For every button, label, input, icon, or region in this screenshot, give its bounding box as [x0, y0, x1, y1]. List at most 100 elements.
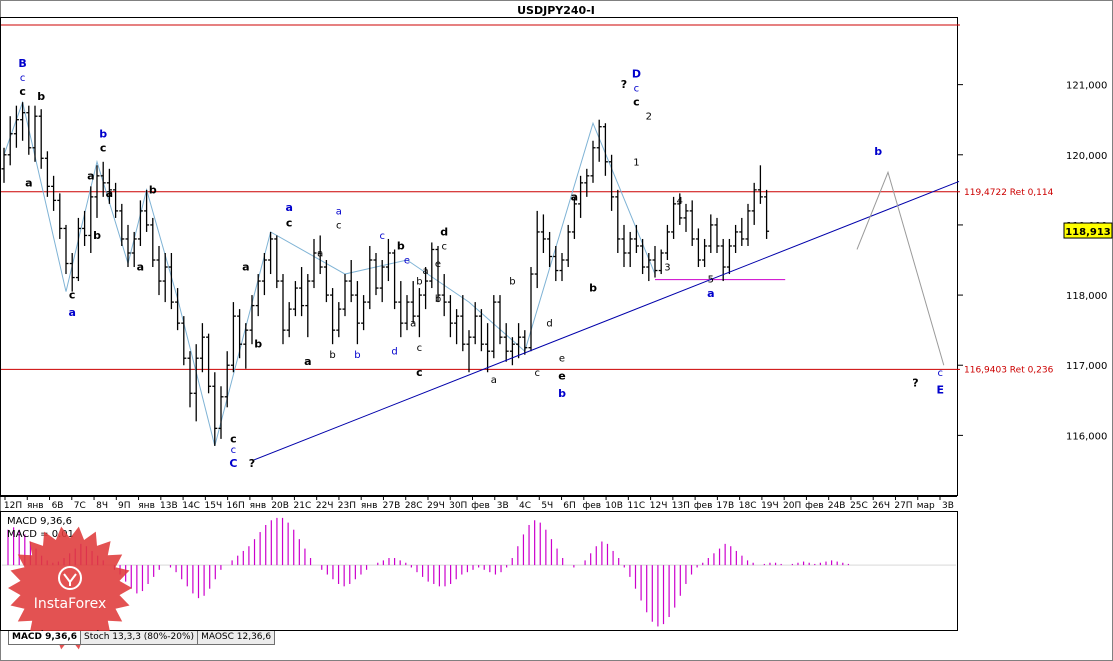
wave-label: a [242, 261, 249, 274]
trend-lines [253, 170, 960, 461]
ohlc-bar [671, 196, 677, 239]
ohlc-bar [199, 323, 205, 373]
wave-label: a [285, 201, 292, 214]
ohlc-bar [156, 245, 162, 296]
wave-label: a [137, 261, 144, 274]
ohlc-bar [571, 196, 577, 239]
x-tick-label: янв [250, 501, 267, 511]
ohlc-bar [299, 267, 305, 317]
wave-label: 3 [664, 263, 670, 274]
wave-label: c [441, 241, 447, 252]
x-tick-label: 10В [605, 501, 623, 511]
ohlc-bar [348, 260, 354, 303]
ohlc-bar [702, 238, 708, 268]
ohlc-bar [379, 260, 385, 303]
ohlc-bar [739, 217, 745, 246]
ohlc-bar [621, 224, 627, 268]
wave-label: a [491, 375, 497, 386]
ohlc-bar [553, 245, 559, 282]
macd-panel[interactable] [0, 511, 958, 631]
ohlc-bar [578, 175, 584, 218]
x-tick-label: 14С [182, 501, 200, 511]
ohlc-bar [193, 344, 199, 422]
ohlc-bar [274, 235, 280, 289]
y-tick-label: 116,000 [1066, 431, 1107, 442]
ohlc-bar [652, 245, 658, 278]
indicator-tab[interactable]: MACD 9,36,6 [8, 631, 82, 645]
ohlc-bar [615, 189, 621, 253]
x-tick-label: фев [694, 501, 713, 511]
ohlc-bar [292, 281, 298, 317]
indicator-tab[interactable]: Stoch 13,3,3 (80%-20%) [80, 631, 199, 645]
wave-label: c [100, 141, 107, 154]
ohlc-bar [764, 189, 770, 239]
ohlc-bar [695, 228, 701, 268]
x-tick-label: фев [471, 501, 490, 511]
ohlc-bar [187, 351, 193, 408]
wave-label: b [93, 229, 101, 242]
ohlc-bar [392, 249, 398, 310]
gridlines [957, 84, 963, 436]
wave-label: a [410, 319, 416, 330]
ohlc-bar [485, 323, 491, 373]
x-tick-label: 4С [519, 501, 531, 511]
x-tick-label: 3В [497, 501, 509, 511]
x-tick-label: 9П [118, 501, 131, 511]
ohlc-bar [181, 316, 187, 366]
wave-label: b [435, 294, 441, 305]
ohlc-bar [454, 309, 460, 345]
wave-label: a [707, 287, 714, 300]
ohlc-bar [144, 189, 150, 232]
x-tick-label: 6П [563, 501, 576, 511]
wave-label: d [391, 347, 397, 358]
ohlc-bar [1, 147, 7, 183]
x-tick-label: янв [27, 501, 44, 511]
ohlc-bar [547, 231, 553, 268]
ohlc-bar [429, 242, 435, 289]
ohlc-bar [584, 168, 590, 197]
x-tick-label: янв [138, 501, 155, 511]
ohlc-bar [119, 203, 125, 246]
ohlc-bar [540, 214, 546, 253]
x-tick-label: 7С [74, 501, 86, 511]
time-axis: 12П янв 6В 7С 8Ч 9П янв 13В 14С 15Ч 16П янв 20В 21С 22… [4, 496, 954, 511]
ohlc-bar [237, 309, 243, 359]
ohlc-bar [460, 295, 466, 352]
ohlc-bar [280, 274, 286, 345]
ohlc-bar [435, 245, 441, 303]
wave-label: b [558, 387, 566, 400]
ohlc-bar [559, 252, 565, 282]
x-tick-label: 11С [627, 501, 645, 511]
ohlc-bar [354, 281, 360, 345]
x-tick-label: 29Ч [427, 501, 445, 511]
ohlc-bar [658, 249, 664, 275]
price-panel[interactable] [0, 17, 958, 496]
ohlc-bar [441, 274, 447, 317]
current-price-label: 118,913 [1065, 227, 1111, 238]
ohlc-bar [590, 140, 596, 183]
indicator-tab[interactable]: MAOSC 12,36,6 [197, 631, 276, 645]
ohlc-bar [212, 372, 218, 446]
wave-label: c [230, 432, 237, 445]
ohlc-bar [330, 288, 336, 345]
ohlc-bar [664, 224, 670, 261]
x-tick-label: мар [917, 501, 935, 511]
ohlc-bar [88, 186, 94, 253]
retracement-label: 116,9403 Ret 0,236 [964, 365, 1054, 375]
ohlc-bar [32, 105, 38, 162]
wave-label: B [18, 57, 26, 70]
x-tick-label: 28С [405, 501, 423, 511]
ohlc-bar [255, 274, 261, 317]
ohlc-bar [627, 231, 633, 268]
ohlc-bar [361, 295, 367, 331]
y-tick-label: 120,000 [1066, 151, 1107, 162]
ohlc-bar [385, 238, 391, 282]
wave-label: a [106, 187, 113, 200]
ohlc-bar [410, 281, 416, 324]
wave-label: c [633, 96, 640, 109]
x-tick-label: 30П [449, 501, 467, 511]
ohlc-bar [94, 165, 100, 218]
ohlc-bar [726, 238, 732, 275]
x-tick-label: 8Ч [96, 501, 108, 511]
ohlc-bar [565, 224, 571, 268]
